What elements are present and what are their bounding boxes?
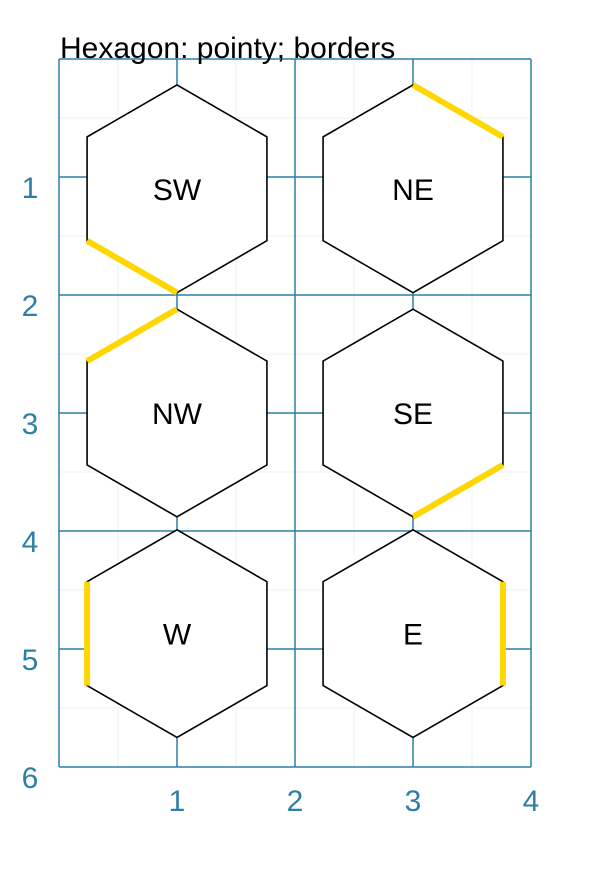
highlighted-border-sw xyxy=(85,238,179,296)
hexagon-sw: SW xyxy=(85,84,268,296)
hexagon-label: NE xyxy=(392,174,434,207)
hexagon-layer: SW NE NW SE W E xyxy=(84,82,506,739)
y-tick-label: 6 xyxy=(22,762,39,795)
hexagon-label: SW xyxy=(153,174,202,207)
hexagon-label: W xyxy=(163,619,192,652)
x-tick-label: 3 xyxy=(405,785,422,818)
highlighted-border-nw xyxy=(85,306,179,364)
y-tick-label: 1 xyxy=(22,172,39,205)
hexagon-label: E xyxy=(403,619,423,652)
hexagon-ne: NE xyxy=(322,82,505,294)
y-tick-label: 2 xyxy=(22,290,39,323)
y-tick-label: 5 xyxy=(22,644,39,677)
x-tick-label: 1 xyxy=(169,785,186,818)
diagram-title: Hexagon: pointy; borders xyxy=(60,32,395,65)
y-tick-label: 4 xyxy=(22,526,39,559)
y-tick-label: 3 xyxy=(22,408,39,441)
hexagon-label: SE xyxy=(393,398,433,431)
hexagon-label: NW xyxy=(152,398,203,431)
x-tick-label: 4 xyxy=(523,785,540,818)
highlighted-border-ne xyxy=(411,82,505,140)
hexagon-w: W xyxy=(84,528,268,739)
hexagon-nw: NW xyxy=(85,306,268,518)
x-tick-label: 2 xyxy=(287,785,304,818)
highlighted-border-se xyxy=(411,462,505,520)
axis-layer: 1 2 3 4 1 2 3 4 5 6 xyxy=(22,172,540,818)
hexagon-e: E xyxy=(322,528,506,739)
hexagon-se: SE xyxy=(322,308,505,520)
